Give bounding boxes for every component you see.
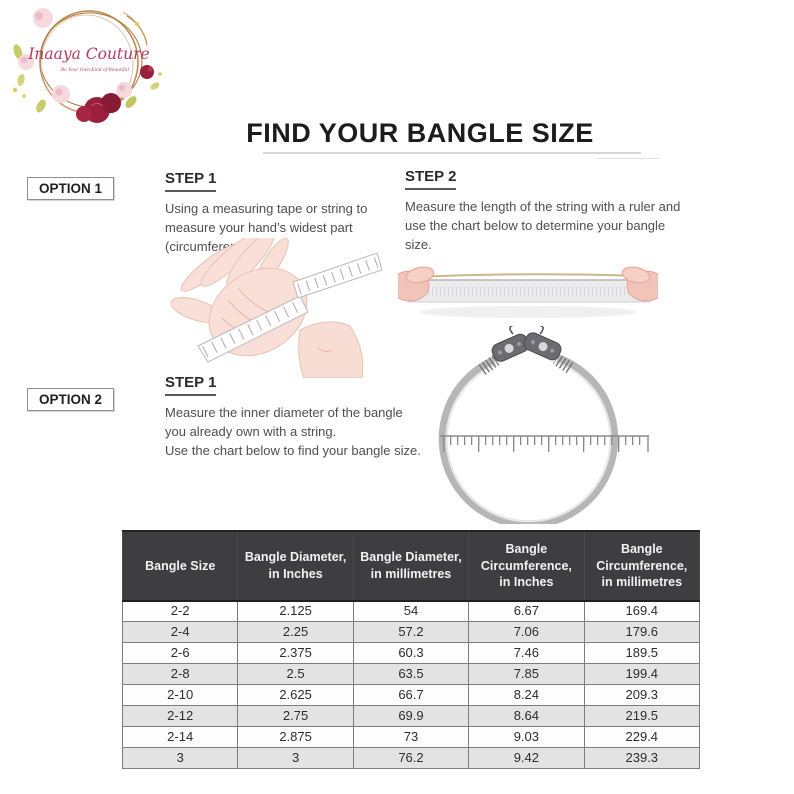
option1-step1-text: Using a measuring tape or string to meas… (165, 201, 368, 254)
brand-tagline: Be Your Own Kind of Beautiful (60, 68, 130, 73)
column-header-circumference-inches: Bangle Circumference, in Inches (468, 530, 585, 602)
table-cell: 219.5 (583, 705, 701, 727)
option1-step1-heading: STEP 1 (165, 170, 217, 192)
hand-measuring-tape-illustration (158, 229, 390, 383)
table-cell: 2.625 (237, 684, 354, 706)
string-and-ruler-illustration (390, 244, 666, 329)
table-row: 2-4 2.25 57.2 7.06 179.6 (121, 621, 701, 643)
table-cell: 8.64 (468, 705, 585, 727)
table-cell: 9.03 (468, 726, 585, 748)
table-cell: 2-10 (121, 684, 239, 706)
table-cell: 2-14 (121, 726, 239, 748)
table-cell: 2.5 (237, 663, 354, 685)
brand-logo: Inaaya Couture Be Your Own Kind of Beaut… (5, 0, 173, 132)
table-row: 2-14 2.875 73 9.03 229.4 (121, 726, 701, 748)
option2-label: OPTION 2 (27, 388, 115, 411)
option1-step2-heading: STEP 2 (405, 168, 457, 190)
option2-step1-text: Measure the inner diameter of the bangle… (165, 405, 421, 458)
option1-label: OPTION 1 (27, 177, 115, 200)
option1-step2-text: Measure the length of the string with a … (405, 199, 681, 252)
table-cell: 2-6 (121, 642, 239, 664)
title-underline-fragment (596, 158, 660, 159)
page-title: FIND YOUR BANGLE SIZE (246, 118, 594, 148)
table-cell: 76.2 (352, 747, 470, 769)
table-cell: 2-2 (121, 600, 239, 622)
size-chart-table: Bangle Size Bangle Diameter, in Inches B… (121, 530, 701, 769)
table-cell: 73 (352, 726, 470, 748)
table-cell: 2.125 (237, 600, 354, 622)
table-cell: 69.9 (352, 705, 470, 727)
table-cell: 57.2 (352, 621, 470, 643)
table-row: 2-12 2.75 69.9 8.64 219.5 (121, 705, 701, 727)
table-cell: 189.5 (583, 642, 701, 664)
table-cell: 169.4 (583, 600, 701, 622)
column-header-circumference-mm: Bangle Circumference, in millimetres (583, 530, 701, 602)
title-underline (263, 152, 641, 154)
table-cell: 2-4 (121, 621, 239, 643)
column-header-diameter-inches: Bangle Diameter, in Inches (237, 530, 354, 602)
table-cell: 9.42 (468, 747, 585, 769)
size-chart-body: 2-2 2.125 54 6.67 169.4 2-4 2.25 57.2 7.… (121, 600, 701, 769)
table-cell: 2.25 (237, 621, 354, 643)
floral-wreath-logo-icon: Inaaya Couture Be Your Own Kind of Beaut… (12, 8, 162, 123)
table-cell: 3 (237, 747, 354, 769)
table-row: 2-2 2.125 54 6.67 169.4 (121, 600, 701, 622)
table-cell: 2-12 (121, 705, 239, 727)
table-cell: 54 (352, 600, 470, 622)
bangle-with-ruler-illustration (412, 324, 660, 529)
table-row: 2-8 2.5 63.5 7.85 199.4 (121, 663, 701, 685)
table-cell: 2.75 (237, 705, 354, 727)
table-row: 3 3 76.2 9.42 239.3 (121, 747, 701, 769)
table-cell: 2.875 (237, 726, 354, 748)
table-cell: 7.06 (468, 621, 585, 643)
table-cell: 63.5 (352, 663, 470, 685)
table-cell: 3 (121, 747, 239, 769)
table-row: 2-10 2.625 66.7 8.24 209.3 (121, 684, 701, 706)
table-cell: 2.375 (237, 642, 354, 664)
table-cell: 179.6 (583, 621, 701, 643)
table-cell: 8.24 (468, 684, 585, 706)
table-cell: 7.46 (468, 642, 585, 664)
column-header-diameter-mm: Bangle Diameter, in millimetres (352, 530, 470, 602)
option2-step1-heading: STEP 1 (165, 374, 217, 396)
table-cell: 2-8 (121, 663, 239, 685)
table-cell: 209.3 (583, 684, 701, 706)
table-cell: 66.7 (352, 684, 470, 706)
table-cell: 239.3 (583, 747, 701, 769)
table-row: 2-6 2.375 60.3 7.46 189.5 (121, 642, 701, 664)
brand-name: Inaaya Couture (27, 45, 149, 63)
table-cell: 229.4 (583, 726, 701, 748)
column-header-bangle-size: Bangle Size (121, 530, 239, 602)
table-cell: 6.67 (468, 600, 585, 622)
size-chart-header: Bangle Size Bangle Diameter, in Inches B… (121, 530, 701, 602)
table-cell: 199.4 (583, 663, 701, 685)
table-cell: 60.3 (352, 642, 470, 664)
table-cell: 7.85 (468, 663, 585, 685)
